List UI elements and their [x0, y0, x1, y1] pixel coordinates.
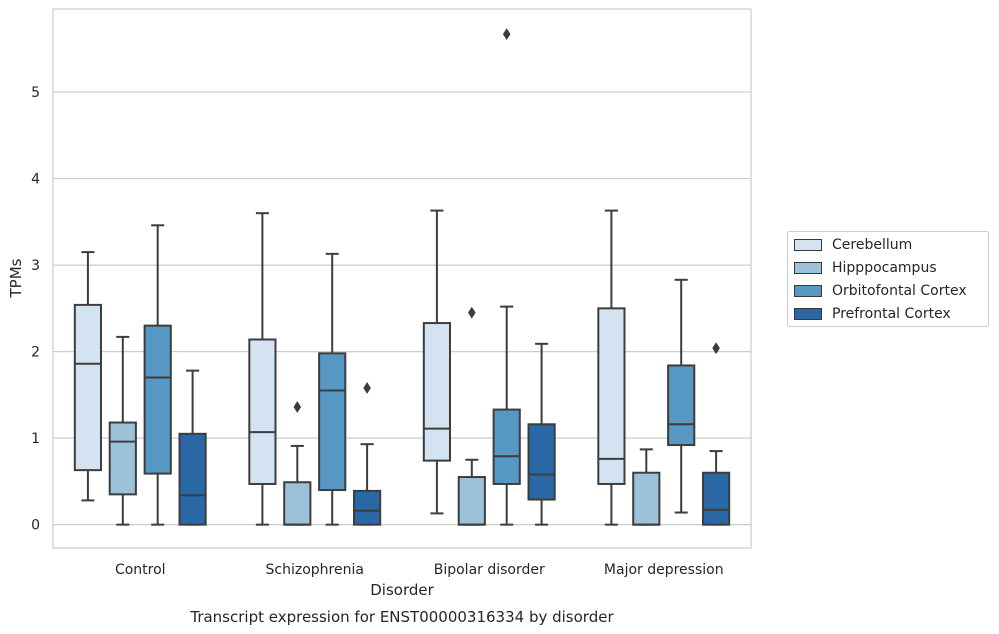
- outlier-point: [293, 401, 302, 413]
- box-body: [702, 471, 731, 526]
- box-body: [73, 303, 102, 472]
- box-body: [492, 408, 521, 485]
- legend-label-prefrontal: Prefrontal Cortex: [832, 306, 951, 322]
- box-body: [667, 364, 696, 447]
- outlier-point: [712, 342, 720, 355]
- y-tick-label: 3: [31, 258, 40, 274]
- box-hipppocampus-bipolar-disorder: [457, 306, 486, 526]
- box-body: [248, 338, 277, 485]
- box-orbitofontal-cortex-bipolar-disorder: [492, 28, 521, 526]
- y-tick-label: 4: [31, 172, 40, 188]
- boxes-layer: [73, 28, 731, 526]
- box-cerebellum-control: [73, 251, 102, 502]
- outlier-point: [502, 28, 511, 41]
- box-body: [108, 421, 137, 496]
- box-body: [632, 471, 661, 526]
- box-hipppocampus-schizophrenia: [283, 401, 312, 526]
- box-body: [178, 432, 207, 526]
- box-body: [457, 476, 486, 526]
- box-body: [143, 324, 172, 475]
- box-body: [422, 322, 451, 462]
- box-prefrontal-cortex-schizophrenia: [353, 382, 382, 526]
- legend-item-orbitofrontal: Orbitofontal Cortex: [794, 281, 967, 301]
- x-tick-label: Schizophrenia: [266, 562, 364, 578]
- box-hipppocampus-major-depression: [632, 448, 661, 526]
- legend-label-orbitofrontal: Orbitofontal Cortex: [832, 283, 967, 299]
- box-body: [318, 352, 347, 492]
- box-hipppocampus-control: [108, 335, 137, 526]
- box-cerebellum-schizophrenia: [248, 212, 277, 526]
- box-orbitofontal-cortex-control: [143, 224, 172, 526]
- legend-swatch-cerebellum: [794, 239, 822, 251]
- box-body: [597, 307, 626, 485]
- box-orbitofontal-cortex-schizophrenia: [318, 252, 347, 526]
- y-axis-label: TPMs: [7, 258, 25, 298]
- x-tick-label: Bipolar disorder: [434, 562, 545, 578]
- box-prefrontal-cortex-major-depression: [702, 342, 731, 526]
- chart-title: Transcript expression for ENST0000031633…: [189, 608, 614, 626]
- x-tick-labels: Control Schizophrenia Bipolar disorder Majo…: [115, 562, 724, 578]
- y-tick-label: 2: [31, 345, 40, 361]
- box-body: [353, 489, 382, 526]
- outlier-point: [468, 306, 476, 319]
- legend-swatch-prefrontal: [794, 308, 822, 320]
- legend-swatch-hippocampus: [794, 262, 822, 274]
- box-prefrontal-cortex-bipolar-disorder: [527, 342, 556, 526]
- y-tick-label: 1: [31, 431, 40, 447]
- legend-item-hippocampus: Hipppocampus: [794, 258, 937, 278]
- plot-area-frame: [52, 8, 752, 549]
- legend-swatch-orbitofrontal: [794, 285, 822, 297]
- y-tick-labels: 0 1 2 3 4 5: [31, 85, 40, 534]
- x-tick-label: Control: [115, 562, 166, 578]
- legend-item-cerebellum: Cerebellum: [794, 235, 912, 255]
- box-body: [527, 423, 556, 501]
- box-cerebellum-bipolar-disorder: [422, 209, 451, 515]
- legend-label-hippocampus: Hipppocampus: [832, 260, 937, 276]
- legend-label-cerebellum: Cerebellum: [832, 237, 913, 253]
- y-tick-label: 0: [31, 518, 40, 534]
- box-body: [283, 481, 312, 526]
- legend: Cerebellum Hipppocampus Orbitofontal Cor…: [787, 231, 989, 327]
- box-orbitofontal-cortex-major-depression: [667, 278, 696, 514]
- box-cerebellum-major-depression: [597, 209, 626, 526]
- legend-item-prefrontal: Prefrontal Cortex: [794, 304, 951, 324]
- outlier-point: [363, 382, 371, 394]
- box-prefrontal-cortex-control: [178, 369, 207, 526]
- y-tick-label: 5: [31, 85, 40, 101]
- x-tick-label: Major depression: [604, 562, 724, 578]
- x-axis-label: Disorder: [370, 581, 434, 599]
